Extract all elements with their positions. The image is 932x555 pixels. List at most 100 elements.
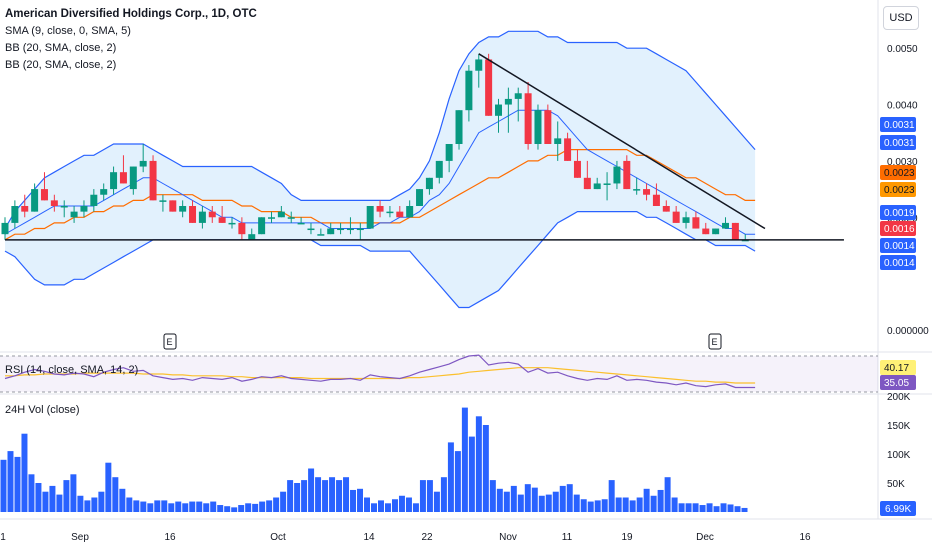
volume-bar: [350, 489, 357, 512]
time-tick-label: 16: [799, 532, 811, 543]
volume-bar: [531, 487, 538, 512]
volume-legend[interactable]: 24H Vol (close): [5, 404, 80, 416]
volume-bar: [573, 494, 580, 512]
candle-body: [228, 222, 236, 225]
indicator-bb-2[interactable]: BB (20, SMA, close, 2): [5, 59, 117, 71]
candle-body: [633, 189, 641, 191]
volume-bar: [0, 459, 7, 512]
volume-bar: [601, 499, 608, 512]
volume-bar: [126, 497, 133, 512]
candle-body: [169, 200, 177, 212]
candle-body: [425, 177, 433, 190]
volume-bar: [622, 497, 629, 512]
candle-body: [652, 194, 660, 206]
candle-body: [662, 206, 670, 212]
candle-body: [307, 228, 315, 231]
candle-body: [593, 183, 601, 190]
price-badge: [880, 255, 916, 270]
bollinger-band-fill: [5, 31, 756, 308]
candle-body: [613, 166, 621, 184]
volume-bar: [482, 425, 489, 512]
volume-bar: [140, 501, 147, 512]
chart-title[interactable]: American Diversified Holdings Corp., 1D,…: [5, 8, 257, 20]
price-badge: [880, 205, 916, 220]
volume-bar: [238, 505, 245, 512]
candle-body: [159, 200, 167, 202]
rsi-legend[interactable]: RSI (14, close, SMA, 14, 2): [5, 364, 139, 376]
volume-bar: [196, 501, 203, 512]
volume-bar: [168, 503, 175, 512]
candle-body: [573, 160, 581, 178]
volume-bar: [252, 503, 259, 512]
volume-bar: [21, 433, 28, 512]
volume-bar: [49, 485, 56, 512]
rsi-badge: [880, 375, 916, 390]
volume-bar: [398, 495, 405, 512]
indicator-sma[interactable]: SMA (9, close, 0, SMA, 5): [5, 25, 131, 37]
candle-body: [524, 93, 532, 144]
candle-body: [643, 189, 651, 195]
time-tick-label: 14: [363, 532, 375, 543]
price-badge: [880, 238, 916, 253]
volume-bar: [615, 497, 622, 512]
candle-body: [564, 138, 572, 161]
candle-body: [672, 211, 680, 223]
candle-body: [60, 206, 68, 208]
volume-bar: [175, 501, 182, 512]
volume-bar: [70, 474, 77, 512]
earnings-marker-label: E: [167, 337, 173, 347]
candle-body: [287, 217, 295, 219]
time-tick-label: Sep: [71, 532, 89, 543]
candle-body: [544, 110, 552, 144]
indicator-bb-1[interactable]: BB (20, SMA, close, 2): [5, 42, 117, 54]
volume-bar: [608, 480, 615, 512]
volume-bar: [266, 500, 273, 512]
price-badge-label: 0.0031: [884, 138, 915, 149]
candle-body: [40, 189, 48, 201]
volume-bar: [280, 491, 287, 512]
candle-body: [495, 104, 502, 116]
volume-bar: [447, 442, 454, 512]
volume-bar: [210, 501, 217, 512]
volume-bar: [287, 480, 294, 512]
candle-body: [248, 234, 256, 240]
volume-tick-label: 150K: [887, 421, 911, 432]
time-tick-label: Nov: [499, 532, 517, 543]
volume-bar: [657, 489, 664, 512]
time-tick-label: Oct: [270, 532, 286, 543]
volume-bar: [566, 484, 573, 512]
candle-body: [465, 70, 473, 111]
volume-bar: [433, 491, 440, 512]
volume-bar: [587, 501, 594, 512]
candle-body: [218, 217, 226, 223]
volume-bar: [35, 483, 42, 512]
candle-body: [554, 138, 562, 144]
volume-bar: [503, 491, 510, 512]
candle-body: [366, 206, 374, 229]
volume-bar: [594, 500, 601, 512]
candle-body: [445, 144, 453, 161]
candle-body: [11, 206, 19, 223]
volume-bar: [343, 477, 350, 512]
earnings-marker-label: E: [712, 337, 718, 347]
currency-button[interactable]: USD: [883, 6, 919, 30]
candle-body: [129, 166, 137, 190]
volume-bar: [56, 494, 63, 512]
volume-bar: [147, 503, 154, 512]
volume-bar: [259, 501, 266, 512]
candle-body: [406, 206, 414, 218]
candle-body: [110, 172, 118, 190]
candle-body: [317, 234, 325, 236]
candle-body: [583, 177, 591, 190]
volume-bar: [391, 499, 398, 512]
price-tick-label: 0.0050: [887, 44, 918, 55]
volume-bar: [14, 456, 21, 512]
volume-bar: [671, 497, 678, 512]
volume-bar: [203, 503, 210, 512]
volume-bar: [461, 407, 468, 512]
candle-body: [50, 200, 58, 206]
volume-bar: [629, 500, 636, 512]
volume-bar: [112, 477, 119, 512]
candle-body: [100, 189, 108, 195]
